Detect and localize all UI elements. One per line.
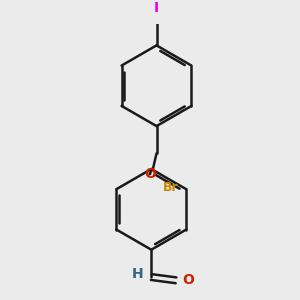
Text: H: H <box>132 267 143 281</box>
Text: O: O <box>144 167 156 181</box>
Text: Br: Br <box>163 182 178 194</box>
Text: O: O <box>182 273 194 287</box>
Text: I: I <box>154 2 159 16</box>
